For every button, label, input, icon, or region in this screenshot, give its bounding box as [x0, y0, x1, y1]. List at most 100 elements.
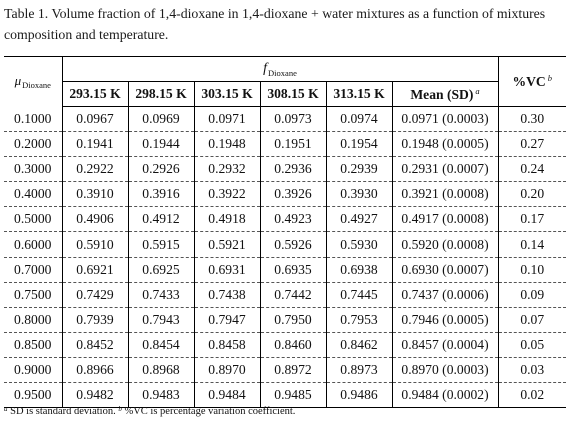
temp-header-1: 293.15 K — [61, 81, 128, 107]
temp-header-5: 313.15 K — [325, 81, 392, 107]
cell-mu: 0.6000 — [4, 231, 62, 258]
table-row: 0.5000 0.4906 0.4912 0.4918 0.4923 0.4927 0.49… — [4, 206, 566, 233]
mu-header: μDioxane — [4, 56, 62, 107]
cell-t5: 0.9486 — [325, 382, 392, 409]
cell-t3: 0.9484 — [193, 382, 260, 409]
cell-vc: 0.20 — [497, 181, 566, 208]
table-row: 0.3000 0.2922 0.2926 0.2932 0.2936 0.2939 0.29… — [4, 156, 566, 183]
table-row: 0.7500 0.7429 0.7433 0.7438 0.7442 0.7445 0.74… — [4, 282, 566, 308]
vc-footnote-mark: b — [547, 73, 552, 83]
cell-t1: 0.0967 — [61, 106, 128, 133]
cell-mu: 0.9000 — [4, 357, 62, 384]
cell-t1: 0.5910 — [61, 231, 128, 258]
cell-mu: 0.8000 — [4, 307, 62, 333]
cell-t2: 0.8454 — [127, 332, 194, 358]
cell-t1: 0.1941 — [61, 131, 128, 158]
cell-t5: 0.6938 — [325, 257, 392, 283]
cell-t3: 0.0971 — [193, 106, 260, 133]
cell-mean: 0.6930 (0.0007) — [391, 257, 498, 283]
cell-t3: 0.5921 — [193, 231, 260, 258]
cell-t4: 0.9485 — [259, 382, 326, 409]
table-row: 0.2000 0.1941 0.1944 0.1948 0.1951 0.1954 0.19… — [4, 131, 566, 158]
cell-t5: 0.7953 — [325, 307, 392, 333]
cell-t1: 0.7939 — [61, 307, 128, 333]
cell-t4: 0.4923 — [259, 206, 326, 233]
cell-mu: 0.4000 — [4, 181, 62, 208]
table-row: 0.9000 0.8966 0.8968 0.8970 0.8972 0.8973 0.89… — [4, 357, 566, 384]
f-subscript: Dioxane — [268, 68, 297, 78]
vc-label: %VC — [512, 74, 546, 89]
cell-vc: 0.14 — [497, 231, 566, 258]
cell-mean: 0.3921 (0.0008) — [391, 181, 498, 208]
footnote-mark-b: b — [118, 405, 122, 413]
cell-mu: 0.3000 — [4, 156, 62, 183]
temp-header-4: 308.15 K — [259, 81, 326, 107]
cell-t3: 0.3922 — [193, 181, 260, 208]
cell-t5: 0.7445 — [325, 282, 392, 308]
cell-mu: 0.2000 — [4, 131, 62, 158]
cell-t2: 0.0969 — [127, 106, 194, 133]
cell-t4: 0.6935 — [259, 257, 326, 283]
cell-vc: 0.05 — [497, 332, 566, 358]
cell-t2: 0.1944 — [127, 131, 194, 158]
cell-vc: 0.27 — [497, 131, 566, 158]
cell-t3: 0.7438 — [193, 282, 260, 308]
cell-t4: 0.1951 — [259, 131, 326, 158]
cell-t1: 0.6921 — [61, 257, 128, 283]
mean-header: Mean (SD) a — [391, 81, 498, 107]
cell-mu: 0.7000 — [4, 257, 62, 283]
cell-t4: 0.8972 — [259, 357, 326, 384]
cell-t1: 0.2922 — [61, 156, 128, 183]
f-header: fDioxane — [61, 56, 498, 82]
data-table: μDioxane fDioxane %VC b 293.15 K 298.15 K… — [4, 56, 566, 409]
table-row: 0.4000 0.3910 0.3916 0.3922 0.3926 0.3930 0.39… — [4, 181, 566, 208]
cell-vc: 0.30 — [497, 106, 566, 133]
table-row: 0.8000 0.7939 0.7943 0.7947 0.7950 0.7953 0.79… — [4, 307, 566, 333]
cell-t2: 0.3916 — [127, 181, 194, 208]
cell-t1: 0.9482 — [61, 382, 128, 409]
cell-t4: 0.5926 — [259, 231, 326, 258]
f-symbol: f — [263, 61, 268, 76]
header-row-1: μDioxane fDioxane %VC b — [4, 56, 566, 107]
table-footnote: a SD is standard deviation. b %VC is per… — [4, 405, 570, 417]
cell-t3: 0.6931 — [193, 257, 260, 283]
cell-t1: 0.8966 — [61, 357, 128, 384]
cell-t3: 0.8458 — [193, 332, 260, 358]
cell-t3: 0.7947 — [193, 307, 260, 333]
table-row: 0.8500 0.8452 0.8454 0.8458 0.8460 0.8462 0.84… — [4, 332, 566, 358]
cell-mean: 0.2931 (0.0007) — [391, 156, 498, 183]
table-caption: Table 1. Volume fraction of 1,4-dioxane … — [4, 6, 546, 42]
cell-t3: 0.4918 — [193, 206, 260, 233]
vc-header: %VC b — [497, 56, 566, 107]
cell-mean: 0.5920 (0.0008) — [391, 231, 498, 258]
cell-t2: 0.5915 — [127, 231, 194, 258]
cell-t5: 0.4927 — [325, 206, 392, 233]
cell-t4: 0.0973 — [259, 106, 326, 133]
cell-t5: 0.8462 — [325, 332, 392, 358]
cell-t1: 0.3910 — [61, 181, 128, 208]
cell-t2: 0.9483 — [127, 382, 194, 409]
cell-t2: 0.2926 — [127, 156, 194, 183]
cell-mean: 0.8457 (0.0004) — [391, 332, 498, 358]
cell-t5: 0.3930 — [325, 181, 392, 208]
cell-vc: 0.03 — [497, 357, 566, 384]
cell-vc: 0.17 — [497, 206, 566, 233]
cell-t1: 0.8452 — [61, 332, 128, 358]
cell-mu: 0.8500 — [4, 332, 62, 358]
cell-vc: 0.24 — [497, 156, 566, 183]
cell-t2: 0.6925 — [127, 257, 194, 283]
cell-t2: 0.8968 — [127, 357, 194, 384]
cell-t4: 0.3926 — [259, 181, 326, 208]
cell-t3: 0.8970 — [193, 357, 260, 384]
footnote-text-a: SD is standard deviation. — [10, 406, 116, 417]
cell-t2: 0.7433 — [127, 282, 194, 308]
table-row: 0.6000 0.5910 0.5915 0.5921 0.5926 0.5930 0.59… — [4, 231, 566, 258]
cell-mu: 0.1000 — [4, 106, 62, 133]
cell-t5: 0.0974 — [325, 106, 392, 133]
header-row-2: 293.15 K 298.15 K 303.15 K 308.15 K 313.… — [4, 81, 566, 107]
table-body: 0.1000 0.0967 0.0969 0.0971 0.0973 0.0974 0.09… — [4, 106, 566, 409]
cell-t4: 0.7442 — [259, 282, 326, 308]
cell-t5: 0.1954 — [325, 131, 392, 158]
cell-mu: 0.5000 — [4, 206, 62, 233]
cell-t1: 0.4906 — [61, 206, 128, 233]
